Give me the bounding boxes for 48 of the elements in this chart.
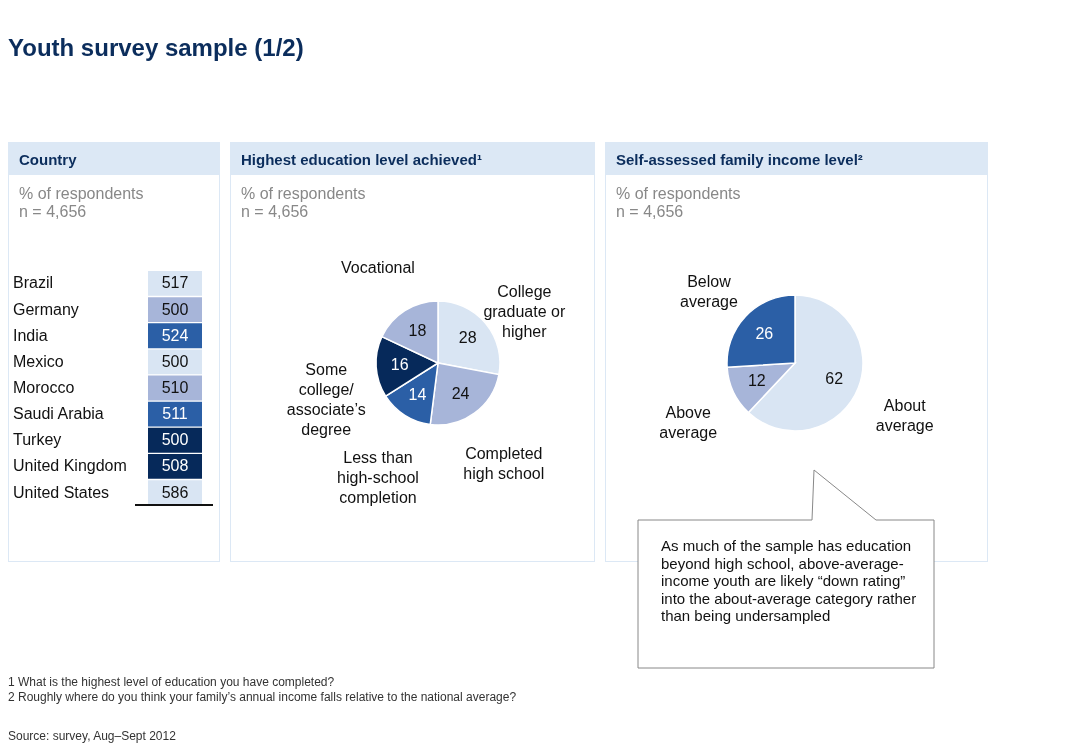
data-label: 511 bbox=[162, 405, 188, 423]
chart-title: Highest education level achieved¹ bbox=[231, 143, 594, 175]
category-label: India bbox=[13, 326, 48, 344]
data-label: 26 bbox=[755, 325, 774, 343]
slice-label: Less than high-school completion bbox=[337, 448, 419, 506]
slice-label: Vocational bbox=[341, 259, 415, 277]
slice-label: Below average bbox=[680, 273, 738, 311]
data-label: 510 bbox=[161, 379, 189, 396]
data-label: 524 bbox=[161, 326, 189, 344]
slice-label: About average bbox=[875, 397, 934, 435]
text: n = 4,656 bbox=[19, 203, 88, 221]
text: Youth survey sample (1/2) bbox=[8, 34, 304, 62]
category-label: Germany bbox=[13, 300, 79, 318]
data-label: 517 bbox=[161, 274, 189, 292]
data-label: 500 bbox=[161, 352, 189, 370]
text: 1 What is the highest level of education you have completed? bbox=[8, 675, 335, 689]
data-label: 508 bbox=[161, 457, 189, 475]
category-label: United Kingdom bbox=[13, 457, 127, 475]
chart-title: Self-assessed family income level² bbox=[606, 143, 987, 175]
category-label: United States bbox=[13, 483, 110, 501]
text: As much of the sample has education beyond high school, above-average-income youth are likely “down rating” into the about-average category rather than being undersampled bbox=[661, 537, 918, 625]
data-label: 14 bbox=[408, 386, 427, 404]
slice-label: Above average bbox=[659, 404, 718, 442]
category-label: Morocco bbox=[13, 379, 75, 396]
text: Country bbox=[9, 143, 219, 175]
category-label: Turkey bbox=[13, 431, 62, 449]
slice-label: Completed high school bbox=[463, 444, 545, 482]
data-label: 12 bbox=[747, 371, 766, 389]
data-label: 16 bbox=[390, 356, 409, 374]
category-label: Mexico bbox=[13, 352, 64, 370]
data-label: 28 bbox=[458, 329, 477, 347]
slice-label: Some college/ associate’s degree bbox=[286, 361, 366, 439]
data-label: 500 bbox=[161, 300, 189, 318]
text: n = 4,656 bbox=[616, 203, 685, 221]
data-label: 62 bbox=[825, 369, 844, 387]
data-label: 500 bbox=[161, 431, 189, 449]
source-note: Source: survey, Aug–Sept 2012 bbox=[8, 729, 176, 743]
category-label: Saudi Arabia bbox=[13, 405, 104, 423]
chart-subtitle: % of respondents bbox=[241, 185, 366, 202]
text: % of respondents bbox=[19, 185, 144, 202]
chart-subtitle: % of respondents bbox=[616, 185, 741, 202]
category-label: Brazil bbox=[13, 274, 54, 292]
data-label: 24 bbox=[451, 385, 470, 403]
data-label: 586 bbox=[161, 483, 189, 501]
slice-label: College graduate or higher bbox=[483, 282, 566, 340]
text: 2 Roughly where do you think your family’s annual income falls relative to the national average? bbox=[8, 690, 517, 704]
text: n = 4,656 bbox=[241, 203, 310, 221]
data-label: 18 bbox=[408, 321, 427, 339]
